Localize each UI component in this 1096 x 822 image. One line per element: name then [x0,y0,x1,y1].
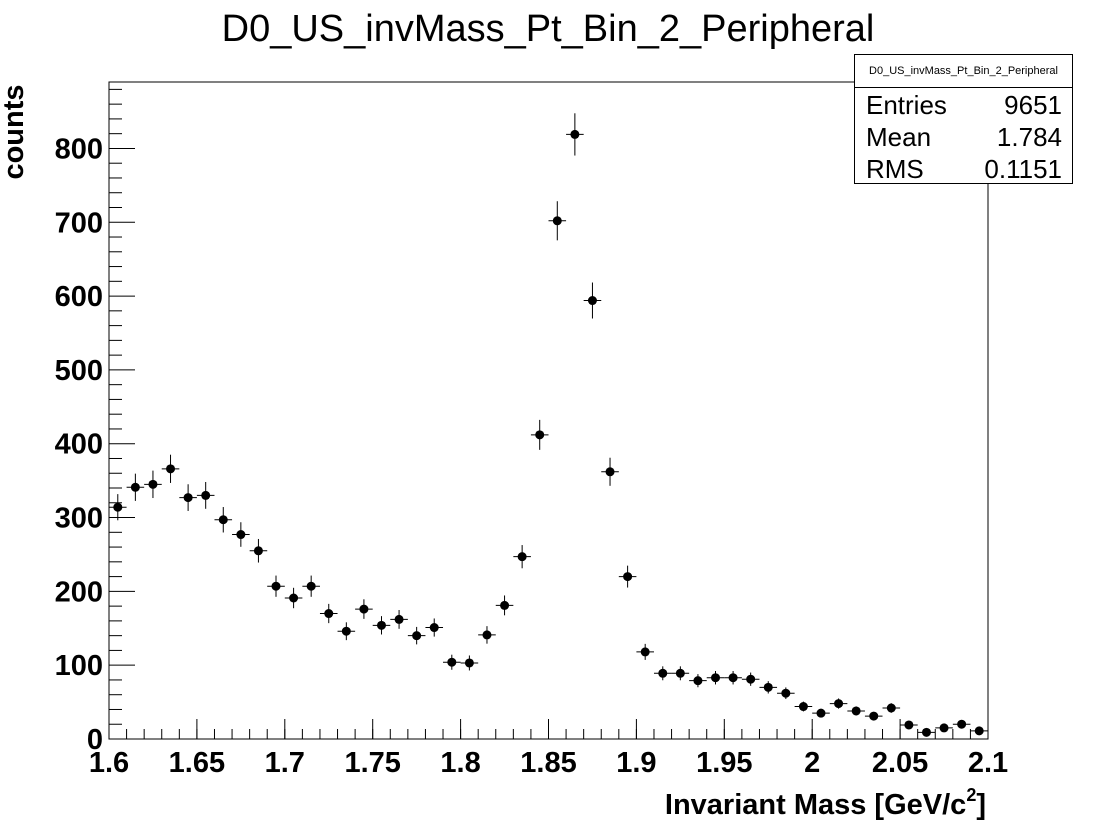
x-tick-label: 1.75 [344,747,400,779]
data-point [711,673,721,683]
data-point [605,467,615,477]
data-point [640,647,650,657]
stats-box: D0_US_invMass_Pt_Bin_2_Peripheral Entrie… [854,54,1073,184]
data-point [376,620,386,630]
data-point [957,719,967,729]
data-point [166,464,176,474]
data-point [359,604,369,614]
data-point [148,479,158,489]
data-point [763,682,773,692]
data-point [746,674,756,684]
y-tick-label: 500 [55,355,103,387]
data-point [834,699,844,709]
stats-title: D0_US_invMass_Pt_Bin_2_Peripheral [855,55,1072,88]
data-point [552,216,562,226]
data-point [412,631,422,641]
data-point [500,600,510,610]
stats-mean-label: Mean [866,122,932,152]
stats-entries-row: Entries 9651 [855,88,1072,120]
data-point [482,630,492,640]
data-point [429,623,439,633]
data-point [130,482,140,492]
x-axis-label-suffix: ] [976,789,986,821]
data-point [570,129,580,139]
data-point [675,668,685,678]
data-point [253,546,263,556]
data-point [447,657,457,667]
data-point [728,673,738,683]
axes: 1.6 1.65 1.7 1.75 1.8 1.85 1.9 1.95 2 2.05 2.1 0 100… [55,88,1008,779]
x-tick-label: 1.95 [696,747,752,779]
data-point [324,609,334,619]
data-point [623,572,633,582]
data-point [974,726,984,736]
data-point [869,711,879,721]
y-tick-label: 0 [87,724,103,756]
data-point [201,490,211,500]
x-tick-label: 1.65 [169,747,225,779]
x-axis-label-superscript: 2 [966,785,976,805]
data-point [535,430,545,440]
data-point [886,703,896,713]
x-tick-label: 1.7 [265,747,305,779]
data-point [798,702,808,712]
stats-mean-value: 1.784 [996,122,1062,152]
y-tick-label: 700 [55,207,103,239]
stats-rms-label: RMS [866,154,924,184]
data-point [816,708,826,718]
y-axis-label: counts [0,84,30,179]
data-point [851,706,861,716]
x-tick-label: 2.05 [872,747,928,779]
x-axis-label: Invariant Mass [GeV/c2] [665,785,986,821]
stats-rms-value: 0.1151 [984,154,1062,184]
chart-title: D0_US_invMass_Pt_Bin_2_Peripheral [222,8,875,50]
y-tick-label: 600 [55,281,103,313]
y-tick-label: 300 [55,503,103,535]
data-point [517,552,527,562]
data-point [781,688,791,698]
y-tick-label: 200 [55,576,103,608]
x-tick-label: 1.6 [89,747,129,779]
data-point [693,676,703,686]
x-tick-label: 2.1 [968,747,1008,779]
data-point [113,502,123,512]
x-tick-label: 1.9 [616,747,656,779]
data-point [183,493,193,503]
stats-entries-value: 9651 [1004,90,1062,120]
stats-mean-row: Mean 1.784 [855,120,1072,152]
x-tick-label: 2 [804,747,820,779]
y-tick-label: 400 [55,429,103,461]
data-point [464,658,474,668]
data-point [939,723,949,733]
data-point [658,668,668,678]
data-point [271,581,281,591]
stats-entries-label: Entries [866,90,947,120]
data-point [218,515,228,525]
x-tick-label: 1.8 [440,747,480,779]
y-tick-label: 800 [55,133,103,165]
data-point [236,530,246,540]
data-point [289,593,299,603]
data-points [109,113,988,737]
data-point [341,626,351,636]
data-point [306,581,316,591]
data-point [587,296,597,306]
stats-rms-row: RMS 0.1151 [855,152,1072,184]
y-tick-label: 100 [55,650,103,682]
data-point [904,720,914,730]
x-tick-label: 1.85 [520,747,576,779]
data-point [921,727,931,737]
x-axis-label-main: Invariant Mass [GeV/c [665,789,966,821]
data-point [394,614,404,624]
